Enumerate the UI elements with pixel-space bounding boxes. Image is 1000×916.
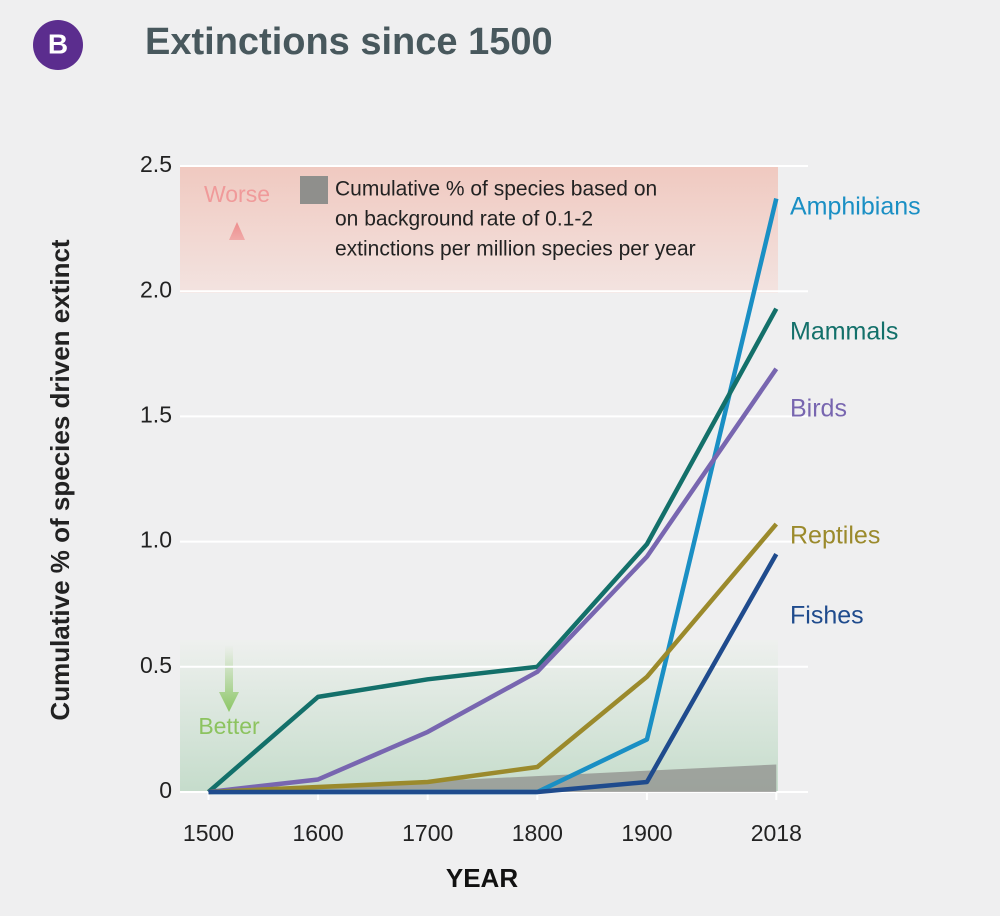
series-line <box>208 367 779 795</box>
better-arrow <box>219 645 239 712</box>
y-tick-label: 0 <box>159 777 172 803</box>
x-tick-label: 1600 <box>293 820 344 846</box>
series-label: Reptiles <box>790 522 880 550</box>
legend-swatch <box>300 176 328 204</box>
worse-label: Worse <box>204 181 270 207</box>
series-label: Mammals <box>790 318 898 346</box>
series-label: Amphibians <box>790 193 921 221</box>
chart-title: Extinctions since 1500 <box>145 21 553 63</box>
legend-text: extinctions per million species per year <box>335 238 696 261</box>
better-label: Better <box>198 713 260 739</box>
better-zone <box>180 640 778 792</box>
series-line <box>207 307 779 794</box>
x-axis-label: YEAR <box>446 863 518 893</box>
x-tick-label: 2018 <box>751 820 802 846</box>
y-tick-label: 0.5 <box>140 652 172 678</box>
y-tick-label: 1.0 <box>140 527 172 553</box>
worse-arrow <box>229 222 245 285</box>
series-line <box>208 553 779 795</box>
legend-text: on background rate of 0.1-2 <box>335 208 593 231</box>
badge <box>33 20 83 70</box>
y-tick-label: 1.5 <box>140 401 172 427</box>
legend-text: Cumulative % of species based on <box>335 178 657 201</box>
worse-zone <box>180 166 778 293</box>
x-tick-label: 1800 <box>512 820 563 846</box>
series-label: Birds <box>790 395 847 423</box>
x-tick-label: 1500 <box>183 820 234 846</box>
series-label: Fishes <box>790 602 864 630</box>
x-tick-label: 1700 <box>402 820 453 846</box>
badge-text: B <box>48 28 68 59</box>
x-tick-label: 1900 <box>621 820 672 846</box>
y-tick-label: 2.0 <box>140 276 172 302</box>
y-axis-label: Cumulative % of species driven extinct <box>45 239 75 720</box>
series-line <box>208 522 779 795</box>
y-tick-label: 2.5 <box>140 151 172 177</box>
